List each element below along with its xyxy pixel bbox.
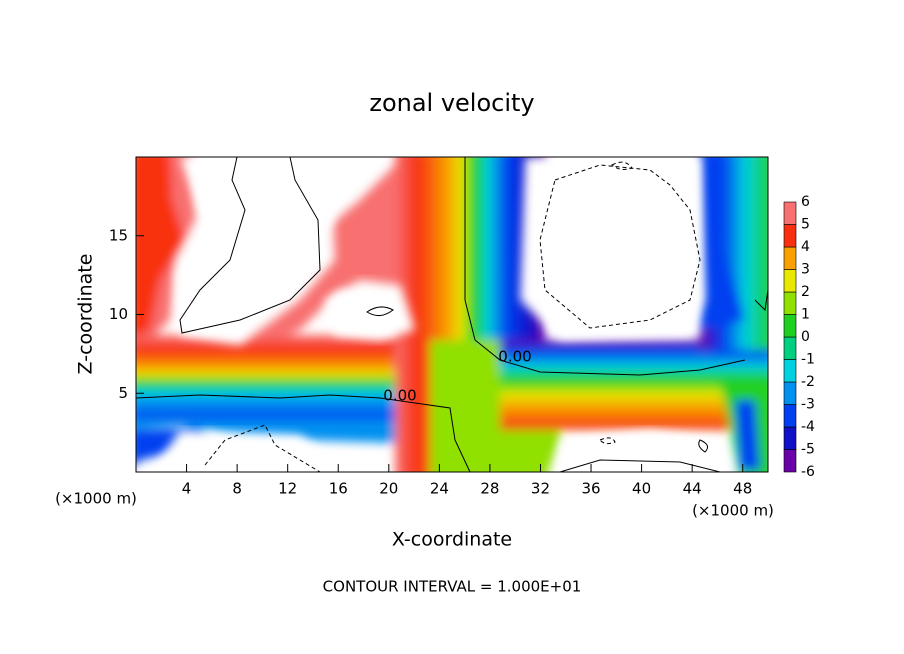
x-tick-label: 48 xyxy=(733,480,752,498)
colorbar-label: 4 xyxy=(801,239,810,255)
colorbar-band xyxy=(783,314,797,338)
x-axis-label: X-coordinate xyxy=(392,529,512,551)
colorbar-band xyxy=(783,291,797,315)
x-tick-label: 24 xyxy=(430,480,449,498)
x-tick-label: 16 xyxy=(329,480,348,498)
colorbar-label: 6 xyxy=(801,194,810,210)
colorbar-label: -1 xyxy=(801,352,815,368)
y-unit: (×1000 m) xyxy=(55,490,137,508)
x-tick-label: 44 xyxy=(683,480,702,498)
colorbar-label: -2 xyxy=(801,374,815,390)
contour-label: 0.00 xyxy=(498,348,531,366)
x-unit: (×1000 m) xyxy=(692,502,774,520)
x-tick-label: 32 xyxy=(531,480,550,498)
x-tick-label: 8 xyxy=(232,480,242,498)
chart-title: zonal velocity xyxy=(369,89,534,117)
colorbar-band xyxy=(783,246,797,270)
x-tick-label: 36 xyxy=(581,480,600,498)
colorbar-label: 3 xyxy=(801,262,810,278)
y-tick-label: 5 xyxy=(118,384,128,402)
colorbar-label: 2 xyxy=(801,284,810,300)
colorbar-band xyxy=(783,449,797,473)
colorbar-band xyxy=(783,359,797,383)
y-axis-label: Z-coordinate xyxy=(75,254,97,375)
x-tick-label: 4 xyxy=(182,480,192,498)
colorbar-label: -5 xyxy=(801,442,815,458)
colorbar-label: -4 xyxy=(801,419,815,435)
x-tick-label: 12 xyxy=(278,480,297,498)
x-tick-label: 20 xyxy=(379,480,398,498)
colorbar-label: 5 xyxy=(801,217,810,233)
colorbar-band xyxy=(783,269,797,293)
colorbar-label: -3 xyxy=(801,397,815,413)
y-tick-label: 15 xyxy=(109,226,128,244)
colorbar-band xyxy=(783,336,797,360)
colorbar-band xyxy=(783,404,797,428)
colorbar-label: -6 xyxy=(801,464,815,480)
colorbar-label: 1 xyxy=(801,307,810,323)
x-tick-label: 40 xyxy=(632,480,651,498)
footer-note: CONTOUR INTERVAL = 1.000E+01 xyxy=(323,578,582,596)
contour-label: 0.00 xyxy=(383,387,416,405)
y-tick-label: 10 xyxy=(109,305,128,323)
x-tick-label: 28 xyxy=(480,480,499,498)
velocity-field xyxy=(136,157,768,472)
colorbar-band xyxy=(783,224,797,248)
colorbar-band xyxy=(783,381,797,405)
colorbar-band xyxy=(783,426,797,450)
colorbar-band xyxy=(783,201,797,225)
colorbar-label: 0 xyxy=(801,329,810,345)
